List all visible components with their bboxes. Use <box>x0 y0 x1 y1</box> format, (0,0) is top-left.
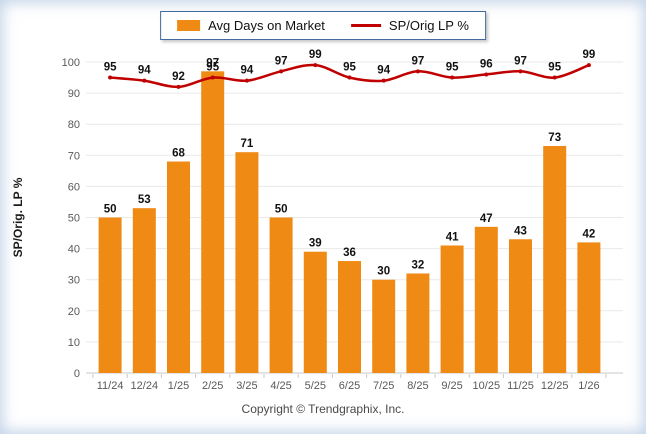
svg-text:10: 10 <box>68 337 80 349</box>
svg-text:12/25: 12/25 <box>541 380 569 392</box>
bar <box>509 239 532 373</box>
bar <box>201 71 225 373</box>
line-legend-swatch <box>350 24 381 27</box>
svg-text:50: 50 <box>275 204 288 216</box>
bar <box>98 217 122 373</box>
svg-text:11/24: 11/24 <box>97 380 124 392</box>
svg-text:73: 73 <box>548 132 561 144</box>
svg-text:97: 97 <box>514 55 527 67</box>
line-points <box>108 63 591 89</box>
bar <box>474 226 498 373</box>
bar <box>303 251 327 373</box>
bar-value-labels: 50 53 68 97 71 50 39 36 30 32 41 47 43 73 42 <box>104 57 596 277</box>
svg-text:3/25: 3/25 <box>236 380 257 392</box>
svg-text:95: 95 <box>206 62 219 74</box>
svg-text:0: 0 <box>74 368 80 380</box>
svg-text:42: 42 <box>583 228 596 240</box>
bar <box>338 261 361 373</box>
bar <box>577 242 601 373</box>
svg-text:30: 30 <box>377 266 390 278</box>
svg-text:60: 60 <box>68 181 80 193</box>
x-axis-ticks <box>92 374 607 378</box>
svg-text:99: 99 <box>309 49 322 61</box>
svg-text:70: 70 <box>68 150 80 162</box>
bar <box>440 245 464 373</box>
svg-text:43: 43 <box>514 225 527 237</box>
svg-text:20: 20 <box>68 306 80 318</box>
bar-legend-label: Avg Days on Market <box>208 18 325 33</box>
bar <box>543 145 567 373</box>
svg-text:50: 50 <box>104 204 117 216</box>
svg-text:80: 80 <box>68 119 80 131</box>
svg-text:11/25: 11/25 <box>507 380 534 392</box>
svg-text:97: 97 <box>206 57 219 69</box>
svg-text:99: 99 <box>583 49 596 61</box>
bar <box>406 273 430 373</box>
svg-text:97: 97 <box>412 55 425 67</box>
svg-text:39: 39 <box>309 238 322 250</box>
svg-text:6/25: 6/25 <box>339 380 360 392</box>
svg-text:40: 40 <box>68 244 80 256</box>
svg-text:94: 94 <box>377 65 390 77</box>
svg-text:12/24: 12/24 <box>131 380 159 392</box>
x-axis-labels: 11/24 12/24 1/25 2/25 3/25 4/25 5/25 6/25 7/25 8/… <box>97 380 600 392</box>
svg-text:1/25: 1/25 <box>168 380 189 392</box>
svg-text:9/25: 9/25 <box>441 380 462 392</box>
svg-text:1/26: 1/26 <box>578 380 599 392</box>
svg-text:95: 95 <box>548 62 561 74</box>
copyright-text: Copyright © Trendgraphix, Inc. <box>241 402 405 416</box>
svg-text:41: 41 <box>446 231 459 243</box>
svg-text:95: 95 <box>446 62 459 74</box>
svg-text:95: 95 <box>343 62 356 74</box>
bar <box>235 152 259 373</box>
svg-text:4/25: 4/25 <box>270 380 291 392</box>
svg-text:92: 92 <box>172 71 185 83</box>
svg-text:36: 36 <box>343 247 356 259</box>
svg-text:10/25: 10/25 <box>473 380 501 392</box>
svg-text:100: 100 <box>62 57 80 69</box>
svg-text:8/25: 8/25 <box>407 380 428 392</box>
svg-text:90: 90 <box>68 88 80 100</box>
svg-text:7/25: 7/25 <box>373 380 394 392</box>
legend: Avg Days on Market SP/Orig LP % <box>160 11 486 40</box>
svg-text:5/25: 5/25 <box>305 380 326 392</box>
svg-text:97: 97 <box>275 55 288 67</box>
svg-text:47: 47 <box>480 213 493 225</box>
bar <box>132 208 156 373</box>
bar-legend-swatch <box>177 20 201 31</box>
svg-text:50: 50 <box>68 213 80 225</box>
bar <box>269 217 293 373</box>
svg-text:94: 94 <box>138 65 151 77</box>
svg-text:94: 94 <box>241 65 254 77</box>
svg-text:68: 68 <box>172 148 185 160</box>
y-axis-tick-labels: 0 10 20 30 40 50 60 70 80 90 100 <box>62 57 80 380</box>
svg-text:30: 30 <box>68 275 80 287</box>
line-legend-label: SP/Orig LP % <box>388 18 469 33</box>
y-axis-title: SP/Orig. LP % <box>11 177 25 257</box>
bar <box>167 161 190 373</box>
bars <box>98 71 601 373</box>
svg-text:71: 71 <box>241 138 254 150</box>
bar <box>372 279 396 373</box>
svg-text:32: 32 <box>412 259 425 271</box>
svg-text:53: 53 <box>138 194 151 206</box>
svg-text:96: 96 <box>480 58 493 70</box>
svg-text:95: 95 <box>104 62 117 74</box>
svg-text:2/25: 2/25 <box>202 380 223 392</box>
